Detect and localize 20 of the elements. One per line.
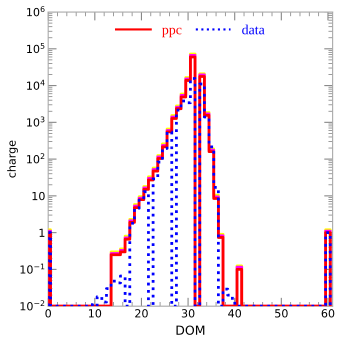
x-tick-label: 10 (88, 309, 102, 318)
y-tick-label: 10$^{−1}$ (20, 264, 44, 274)
x-tick-label: 0 (45, 309, 51, 318)
legend-label: data (242, 24, 265, 34)
x-tick-label: 60 (322, 309, 334, 318)
y-tick-label: 10$^{3}$ (27, 116, 44, 127)
y-tick-label: 10$^{4}$ (27, 80, 45, 90)
y-tick-label: 10$^{−2}$ (20, 300, 44, 310)
x-tick-label: 30 (182, 309, 194, 318)
x-tick-label: 40 (228, 309, 242, 318)
legend-label: ppc (162, 28, 182, 38)
y-tick-label: 10$^{2}$ (27, 153, 44, 164)
y-tick-label: 1 (40, 228, 44, 237)
y-tick-label: 10 (32, 192, 45, 200)
y-tick-label: 10$^{6}$ (27, 6, 45, 16)
x-tick-label: 50 (275, 309, 288, 318)
y-axis-title: charge (7, 140, 18, 178)
x-axis-title: DOM (176, 325, 204, 335)
y-tick-label: 10$^{5}$ (27, 43, 44, 54)
x-tick-label: 20 (135, 309, 148, 318)
